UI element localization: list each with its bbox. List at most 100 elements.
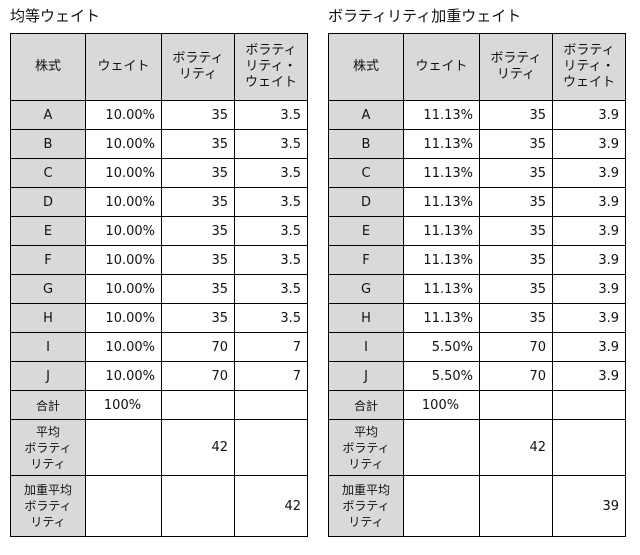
- header-wv-line2: リティ・: [563, 59, 615, 74]
- table-row: I 5.50% 70 3.9: [328, 332, 626, 362]
- weight-value: 11.13%: [403, 129, 480, 159]
- volatility-value: 35: [479, 245, 553, 275]
- table-row: E 10.00% 35 3.5: [10, 216, 308, 246]
- weight-value: 11.13%: [403, 100, 480, 130]
- weight-value: 10.00%: [85, 100, 162, 130]
- weighted-volatility-value: 3.9: [552, 274, 626, 304]
- weight-value: 10.00%: [85, 274, 162, 304]
- stock-name: D: [328, 187, 404, 217]
- volatility-value: 70: [161, 361, 235, 391]
- weighted-volatility-value: 3.9: [552, 216, 626, 246]
- header-row: 株式 ウェイト ボラティ リティ ボラティ リティ・ ウェイト: [328, 33, 626, 101]
- weight-value: 10.00%: [85, 129, 162, 159]
- table-row: A 11.13% 35 3.9: [328, 100, 626, 130]
- total-label: 合計: [10, 390, 86, 420]
- weighted-volatility-value: 3.9: [552, 361, 626, 391]
- volatility-value: 70: [479, 361, 553, 391]
- weight-value: 11.13%: [403, 187, 480, 217]
- weighted-volatility-value: 3.9: [552, 332, 626, 362]
- weight-value: 5.50%: [403, 361, 480, 391]
- table-row: A 10.00% 35 3.5: [10, 100, 308, 130]
- weighted-average-label-line2: ボラティ: [24, 499, 72, 513]
- average-row: 平均 ボラティ リティ 42: [10, 419, 308, 476]
- weighted-volatility-value: 3.9: [552, 303, 626, 333]
- weighted-average-value: 39: [552, 475, 626, 537]
- stock-name: F: [328, 245, 404, 275]
- average-label-line2: ボラティ: [342, 440, 390, 455]
- header-volatility-line2: リティ: [178, 67, 218, 82]
- average-volatility-value: 42: [161, 419, 235, 476]
- header-wv-line3: ウェイト: [244, 75, 297, 90]
- table-row: G 11.13% 35 3.9: [328, 274, 626, 304]
- volatility-value: 70: [161, 332, 235, 362]
- weighted-volatility-value: 3.5: [234, 216, 308, 246]
- stock-name: H: [328, 303, 404, 333]
- weighted-average-volatility-empty: [161, 475, 235, 537]
- stock-name: J: [328, 361, 404, 391]
- panel-title: ボラティリティ加重ウェイト: [328, 7, 522, 25]
- average-weight-empty: [403, 419, 480, 476]
- stock-name: A: [328, 100, 404, 130]
- header-wv-line3: ウェイト: [562, 75, 615, 90]
- weighted-average-label-line1: 加重平均: [341, 483, 390, 497]
- table-row: G 10.00% 35 3.5: [10, 274, 308, 304]
- header-volatility-line1: ボラティ: [172, 51, 224, 66]
- weighted-average-label: 加重平均 ボラティ リティ: [328, 475, 404, 537]
- weighted-average-row: 加重平均 ボラティ リティ 42: [10, 475, 308, 537]
- average-weight-empty: [85, 419, 162, 476]
- volatility-value: 35: [479, 187, 553, 217]
- header-stock: 株式: [10, 33, 86, 101]
- table-row: D 10.00% 35 3.5: [10, 187, 308, 217]
- header-volatility-line1: ボラティ: [490, 51, 542, 66]
- volatility-value: 35: [161, 129, 235, 159]
- average-label-line1: 平均: [35, 424, 60, 439]
- table-row: J 5.50% 70 3.9: [328, 361, 626, 391]
- volatility-value: 35: [479, 158, 553, 188]
- table-row: H 11.13% 35 3.9: [328, 303, 626, 333]
- average-label: 平均 ボラティ リティ: [328, 419, 404, 476]
- table-row: F 11.13% 35 3.9: [328, 245, 626, 275]
- stock-name: C: [10, 158, 86, 188]
- weighted-average-label-line3: リティ: [348, 515, 384, 529]
- total-volatility-empty: [161, 390, 235, 420]
- table-row: F 10.00% 35 3.5: [10, 245, 308, 275]
- total-row: 合計 100%: [328, 390, 626, 420]
- weight-value: 10.00%: [85, 303, 162, 333]
- weight-value: 10.00%: [85, 245, 162, 275]
- total-row: 合計 100%: [10, 390, 308, 420]
- stock-name: I: [328, 332, 404, 362]
- weight-value: 10.00%: [85, 187, 162, 217]
- panel-title: 均等ウェイト: [10, 7, 101, 25]
- equal-weight-table: 株式 ウェイト ボラティ リティ ボラティ リティ・ ウェイト A 10.00%…: [10, 33, 308, 537]
- table-row: C 11.13% 35 3.9: [328, 158, 626, 188]
- stock-name: B: [328, 129, 404, 159]
- weighted-average-label-line1: 加重平均: [23, 483, 72, 497]
- header-volatility: ボラティ リティ: [161, 33, 235, 101]
- weighted-volatility-value: 7: [234, 332, 308, 362]
- weighted-volatility-value: 3.9: [552, 187, 626, 217]
- weight-value: 10.00%: [85, 361, 162, 391]
- weighted-volatility-value: 3.5: [234, 274, 308, 304]
- total-volatility-empty: [479, 390, 553, 420]
- weighted-volatility-value: 3.5: [234, 245, 308, 275]
- volatility-value: 35: [161, 187, 235, 217]
- total-wv-empty: [552, 390, 626, 420]
- table-row: I 10.00% 70 7: [10, 332, 308, 362]
- average-label-line3: リティ: [348, 456, 384, 471]
- weight-value: 10.00%: [85, 216, 162, 246]
- table-row: B 11.13% 35 3.9: [328, 129, 626, 159]
- volatility-value: 35: [161, 303, 235, 333]
- average-wv-empty: [234, 419, 308, 476]
- weighted-volatility-value: 3.5: [234, 129, 308, 159]
- table-row: B 10.00% 35 3.5: [10, 129, 308, 159]
- volatility-value: 35: [161, 216, 235, 246]
- average-label-line2: ボラティ: [24, 440, 72, 455]
- volatility-value: 35: [161, 158, 235, 188]
- weighted-average-value: 42: [234, 475, 308, 537]
- table-row: H 10.00% 35 3.5: [10, 303, 308, 333]
- average-label-line3: リティ: [30, 456, 66, 471]
- stock-name: B: [10, 129, 86, 159]
- average-wv-empty: [552, 419, 626, 476]
- stock-name: E: [328, 216, 404, 246]
- header-wv-line1: ボラティ: [563, 43, 615, 58]
